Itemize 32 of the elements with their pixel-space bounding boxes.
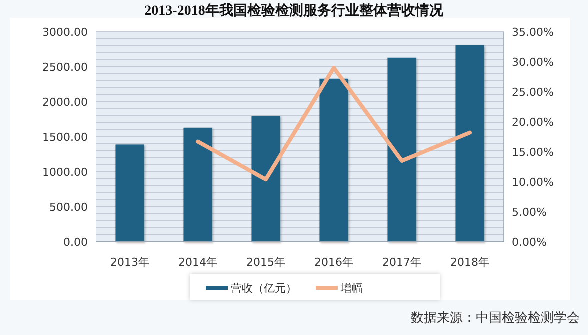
chart-title: 2013-2018年我国检验检测服务行业整体营收情况 [144,3,444,19]
y2-tick-label: 25.00% [512,86,554,99]
x-tick-label: 2018年 [450,256,490,269]
y2-tick-label: 10.00% [512,176,554,189]
y-tick-label: 500.00 [50,200,88,214]
line-series [196,66,472,182]
y-tick-label: 0.00 [64,236,88,249]
x-tick-label: 2016年 [314,256,354,269]
y2-tick-label: 5.00% [512,206,547,219]
y-tick-label: 1500.00 [42,130,88,144]
x-tick-label: 2013年 [110,256,150,269]
y2-tick-label: 20.00% [512,116,554,129]
bar [388,58,416,242]
y-tick-label: 2000.00 [42,96,88,109]
y2-tick-label: 15.00% [512,146,554,159]
legend-label: 增幅 [340,282,363,295]
x-tick-label: 2017年 [382,256,422,269]
bar [252,116,280,242]
bar [320,78,348,242]
y2-tick-label: 0.00% [512,236,547,249]
x-tick-label: 2014年 [178,256,218,269]
y2-tick-label: 35.00% [512,26,554,39]
bar [456,45,484,242]
source-note: 数据来源：中国检验检测学会 [411,311,580,326]
y-tick-label: 3000.00 [42,26,88,39]
x-tick-label: 2015年 [246,256,286,269]
y-tick-label: 2500.00 [42,60,88,74]
y-tick-label: 1000.00 [42,166,88,179]
y2-tick-label: 30.00% [512,56,554,69]
bar [116,144,144,242]
legend-label: 营收（亿元） [231,282,297,295]
bar [184,128,212,242]
